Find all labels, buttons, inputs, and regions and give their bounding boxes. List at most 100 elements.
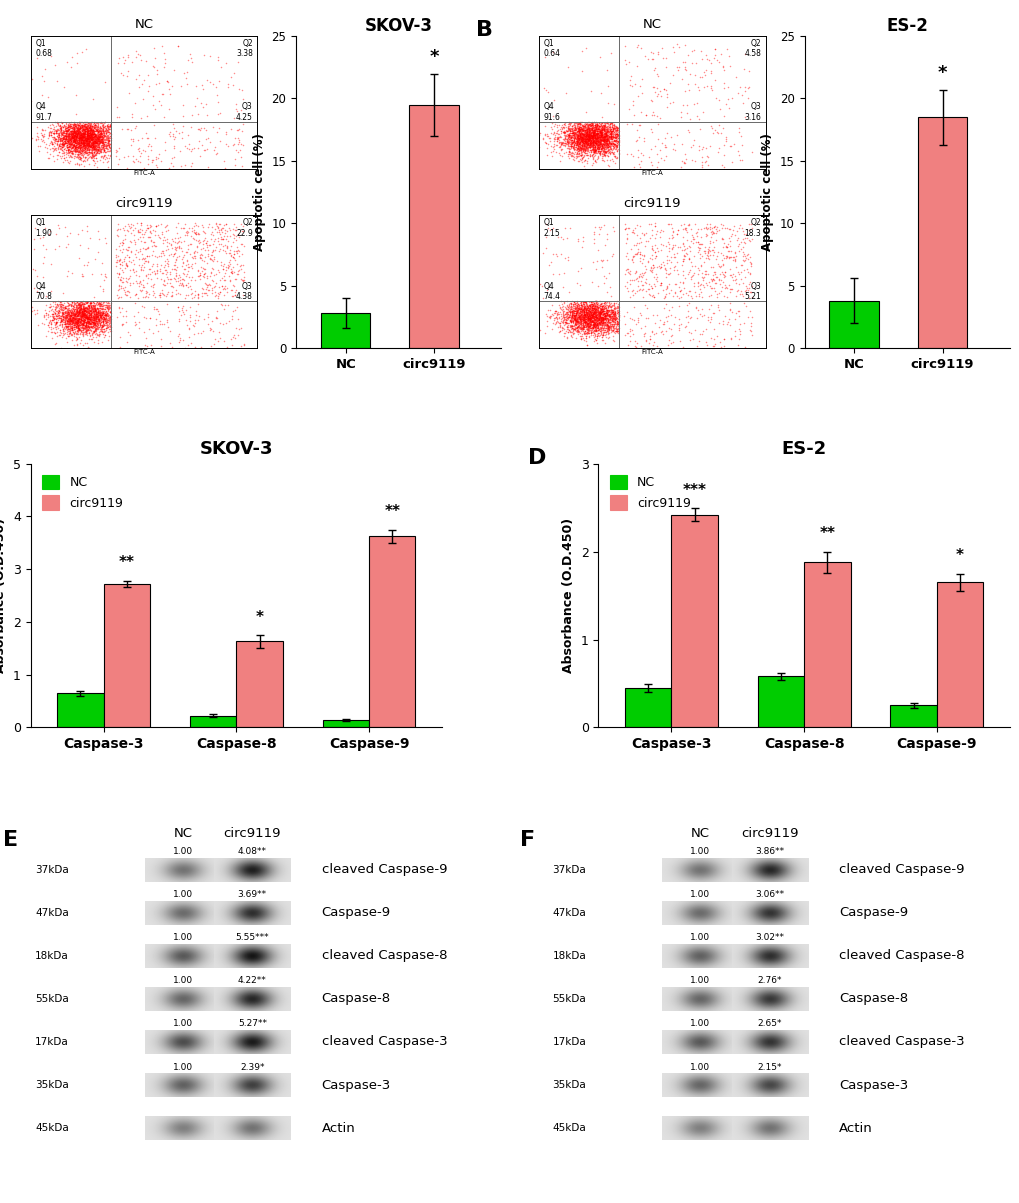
- Point: [84, 294, 100, 313]
- Point: [585, 304, 601, 324]
- Point: [575, 298, 591, 318]
- Point: [87, 313, 103, 332]
- Point: [139, 129, 155, 148]
- Point: [696, 218, 712, 237]
- Point: [89, 302, 105, 321]
- Point: [219, 221, 235, 241]
- Point: [82, 142, 98, 161]
- Point: [167, 229, 183, 248]
- Point: [576, 136, 592, 155]
- Point: [576, 310, 592, 330]
- Point: [86, 140, 102, 159]
- Point: [602, 135, 619, 154]
- Point: [582, 132, 598, 152]
- Point: [71, 128, 88, 147]
- Point: [88, 301, 104, 320]
- Point: [74, 140, 91, 159]
- Point: [586, 233, 602, 253]
- Point: [97, 142, 113, 161]
- Point: [576, 136, 592, 155]
- Point: [604, 309, 621, 328]
- Point: [578, 312, 594, 331]
- Point: [583, 308, 599, 327]
- Point: [83, 117, 99, 136]
- Point: [87, 117, 103, 136]
- Point: [83, 310, 99, 330]
- Point: [92, 141, 108, 160]
- Point: [176, 219, 193, 238]
- Point: [572, 324, 588, 343]
- Point: [70, 118, 87, 137]
- Point: [602, 128, 619, 147]
- Point: [580, 129, 596, 148]
- Point: [572, 314, 588, 333]
- Point: [547, 244, 564, 263]
- Point: [84, 148, 100, 167]
- Point: [66, 138, 83, 158]
- Point: [125, 260, 142, 279]
- Point: [582, 307, 598, 326]
- Point: [600, 297, 616, 316]
- Point: [591, 314, 607, 333]
- Point: [564, 320, 580, 339]
- Point: [67, 309, 84, 328]
- Point: [37, 137, 53, 156]
- Point: [575, 130, 591, 149]
- Point: [581, 138, 597, 158]
- Point: [148, 237, 164, 256]
- Point: [72, 312, 89, 331]
- Point: [132, 282, 149, 301]
- Point: [560, 302, 577, 321]
- Point: [560, 144, 577, 164]
- Point: [565, 138, 581, 158]
- Point: [597, 307, 613, 326]
- Point: [180, 223, 197, 242]
- Point: [68, 154, 85, 173]
- Point: [656, 135, 673, 154]
- Point: [600, 324, 616, 343]
- Point: [606, 135, 623, 154]
- Point: [79, 130, 96, 149]
- Point: [604, 128, 621, 147]
- Point: [599, 315, 615, 334]
- Point: [604, 306, 621, 325]
- Point: [221, 243, 237, 262]
- Point: [705, 48, 721, 67]
- Point: [568, 320, 584, 339]
- Point: [64, 314, 81, 333]
- Point: [71, 128, 88, 147]
- Point: [122, 253, 139, 272]
- Point: [570, 303, 586, 322]
- Point: [588, 308, 604, 327]
- Point: [586, 320, 602, 339]
- Point: [575, 301, 591, 320]
- Point: [58, 316, 74, 336]
- Point: [112, 250, 128, 269]
- Point: [71, 295, 88, 314]
- Point: [572, 126, 588, 146]
- Point: [680, 294, 696, 313]
- Point: [73, 319, 90, 338]
- Point: [78, 308, 95, 327]
- Point: [592, 302, 608, 321]
- Point: [67, 309, 84, 328]
- Point: [581, 126, 597, 146]
- Point: [222, 250, 238, 269]
- Point: [72, 128, 89, 147]
- Point: [87, 132, 103, 152]
- Point: [722, 153, 739, 172]
- Point: [90, 124, 106, 143]
- Point: [66, 132, 83, 152]
- Point: [87, 126, 103, 146]
- Point: [580, 310, 596, 330]
- Point: [691, 235, 707, 254]
- Point: [731, 78, 747, 97]
- Point: [49, 297, 65, 316]
- Point: [624, 114, 640, 134]
- Point: [573, 313, 589, 332]
- Point: [595, 313, 611, 332]
- Point: [53, 120, 69, 140]
- Point: [591, 295, 607, 314]
- Point: [52, 310, 68, 330]
- Point: [180, 135, 197, 154]
